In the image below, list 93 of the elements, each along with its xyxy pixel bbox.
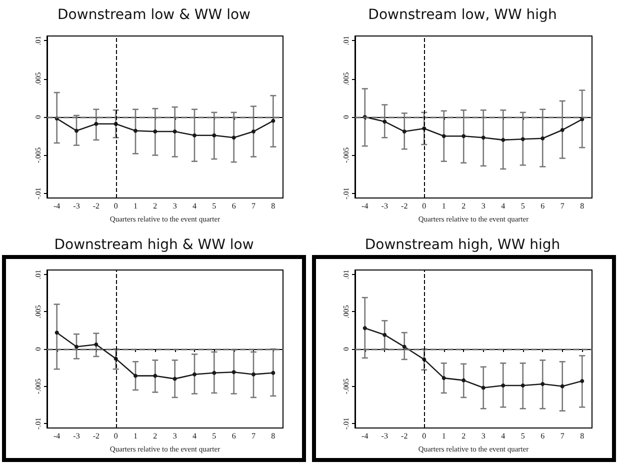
point: [252, 130, 256, 134]
point: [54, 330, 59, 335]
point: [74, 344, 78, 349]
point: [580, 379, 584, 384]
point: [192, 133, 196, 138]
chart-title: Downstream high, WW high: [364, 237, 560, 253]
x-tick-label: 6: [540, 432, 545, 440]
x-tick-label: -4: [362, 432, 368, 440]
x-tick-label: -3: [73, 432, 80, 440]
x-tick-label: 0: [422, 432, 426, 440]
point: [382, 120, 387, 124]
point: [134, 374, 138, 378]
x-tick-label: 1: [442, 432, 446, 440]
x-tick-label: 1: [442, 202, 446, 210]
point: [442, 134, 446, 138]
x-tick-label: -4: [362, 202, 368, 210]
x-tick-label: 6: [232, 202, 236, 210]
x-tick-label: 0: [114, 202, 118, 210]
point: [501, 138, 506, 142]
x-tick-label: 7: [252, 432, 256, 440]
x-tick-label: 7: [560, 202, 564, 210]
x-tick-label: 4: [501, 432, 506, 440]
x-tick-label: 8: [271, 432, 276, 440]
x-tick-label: 2: [153, 432, 158, 440]
x-tick-label: 2: [462, 202, 466, 210]
point: [212, 133, 216, 138]
x-tick-label: -4: [53, 202, 60, 210]
point: [172, 376, 177, 381]
x-tick-label: -2: [92, 432, 100, 440]
x-tick-label: -2: [401, 432, 408, 440]
point: [232, 136, 236, 140]
x-tick-label: 5: [212, 202, 216, 210]
point: [172, 130, 177, 134]
x-tick-label: 3: [172, 432, 177, 440]
point: [560, 128, 564, 132]
chart-title: Downstream low, WW high: [368, 7, 557, 23]
x-tick-label: 4: [501, 202, 506, 210]
chart-title: Downstream high & WW low: [54, 237, 254, 253]
x-tick-label: 8: [580, 432, 584, 440]
x-tick-label: 2: [462, 432, 466, 440]
point: [271, 118, 276, 123]
point: [442, 376, 446, 380]
x-tick-label: 7: [252, 202, 256, 210]
x-tick-label: 0: [114, 432, 118, 440]
point: [94, 342, 98, 347]
point: [520, 137, 525, 142]
x-tick-label: 4: [192, 202, 196, 210]
point: [271, 370, 276, 375]
x-tick-label: -4: [53, 432, 60, 440]
point: [402, 344, 406, 349]
point: [153, 374, 158, 378]
point: [540, 382, 545, 386]
x-tick-label: 5: [212, 432, 216, 440]
point: [94, 122, 98, 126]
point: [481, 386, 486, 390]
point: [540, 136, 545, 140]
point: [192, 372, 196, 376]
x-tick-label: 5: [520, 432, 525, 440]
point: [481, 136, 486, 140]
point: [560, 384, 564, 388]
x-tick-label: 7: [560, 432, 564, 440]
point: [153, 130, 158, 134]
x-tick-label: -3: [381, 432, 388, 440]
x-tick-label: 8: [580, 202, 584, 210]
point: [382, 332, 387, 337]
x-tick-label: 1: [134, 202, 138, 210]
point: [252, 372, 256, 376]
x-tick-label: 0: [422, 202, 426, 210]
x-tick-label: 5: [520, 202, 525, 210]
point: [212, 370, 216, 375]
x-tick-label: 4: [192, 432, 196, 440]
point: [462, 134, 466, 138]
x-tick-label: 1: [134, 432, 138, 440]
x-tick-label: -2: [401, 202, 408, 210]
x-tick-label: 3: [481, 432, 486, 440]
point: [501, 384, 506, 388]
x-tick-label: -2: [92, 202, 100, 210]
chart-title: Downstream low & WW low: [58, 7, 250, 23]
x-tick-label: 3: [481, 202, 486, 210]
point: [402, 130, 406, 134]
x-tick-label: 8: [271, 202, 276, 210]
x-tick-label: 6: [232, 432, 236, 440]
x-tick-label: -3: [73, 202, 80, 210]
point: [462, 378, 466, 382]
x-tick-label: 2: [153, 202, 158, 210]
point: [362, 326, 367, 330]
x-tick-label: 3: [172, 202, 177, 210]
point: [134, 128, 138, 133]
point: [520, 384, 525, 388]
point: [232, 370, 236, 374]
x-tick-label: -3: [381, 202, 388, 210]
x-tick-label: 6: [540, 202, 545, 210]
point: [74, 128, 78, 133]
